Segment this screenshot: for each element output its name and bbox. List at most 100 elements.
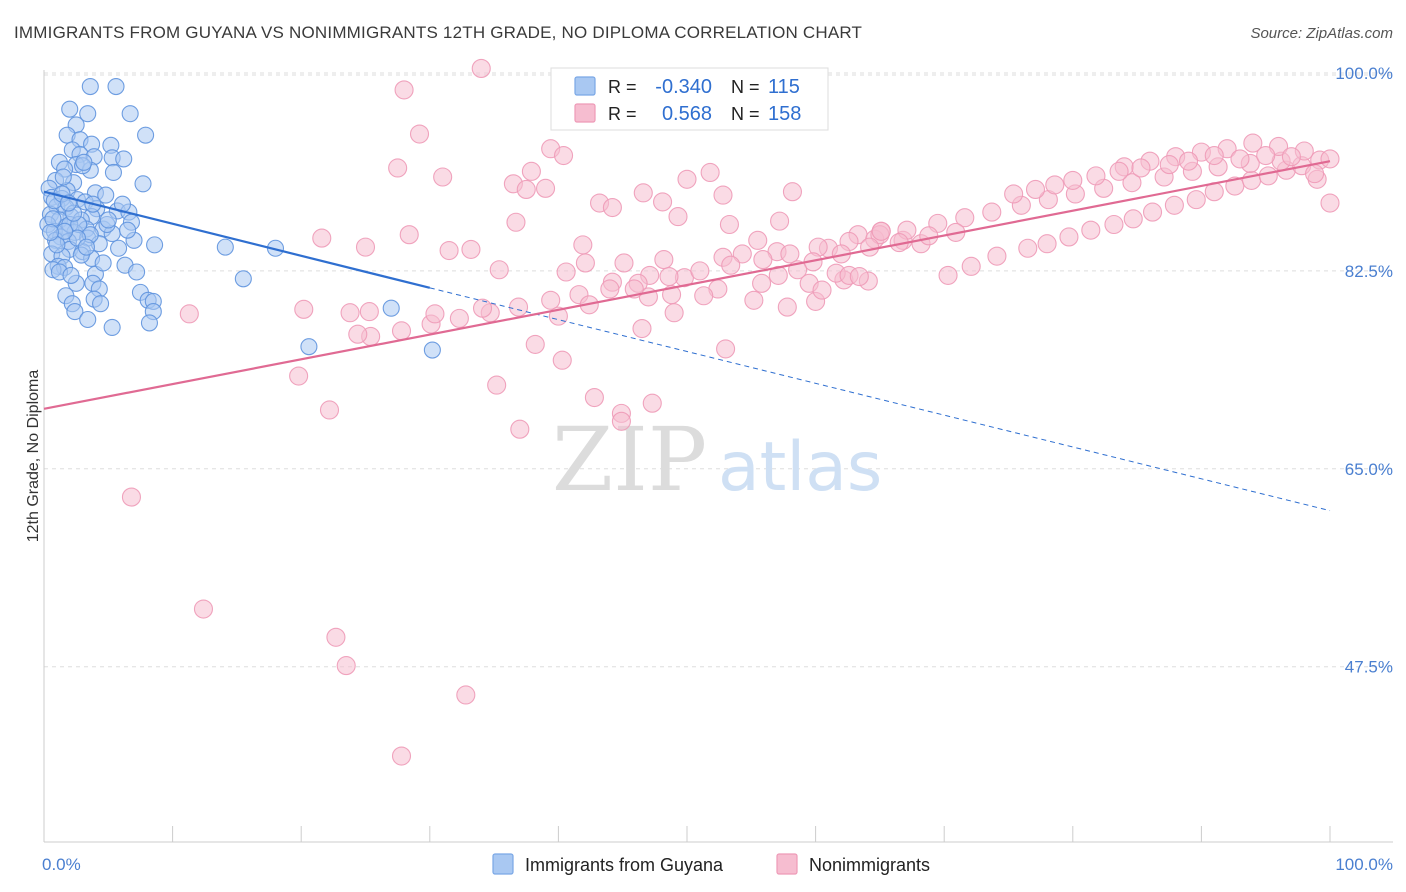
nonimm-point-163 — [642, 393, 662, 413]
nonimm-point-63 — [1186, 190, 1206, 210]
nonimm-point-2 — [409, 124, 430, 144]
nonimm-point-159 — [336, 656, 356, 676]
nonimm-point-92 — [690, 261, 710, 281]
nonimm-point-56 — [1037, 234, 1057, 254]
nonimm-point-123 — [1086, 166, 1106, 186]
guyana-point-85 — [140, 314, 159, 332]
watermark: ZIP atlas — [552, 408, 882, 511]
series-immigrants-from-guyana — [39, 77, 441, 359]
nonimm-point-77 — [1122, 173, 1142, 193]
nonimm-point-144 — [348, 324, 368, 344]
legend-r-label-1: R = — [608, 77, 637, 97]
nonimm-point-97 — [541, 290, 561, 310]
nonimm-point-124 — [1063, 170, 1083, 190]
nonimm-point-127 — [1004, 184, 1024, 204]
nonimm-point-54 — [987, 246, 1007, 266]
nonimm-point-166 — [664, 303, 684, 323]
legend-r-label-2: R = — [608, 104, 637, 124]
guyana-point-113 — [41, 223, 59, 241]
guyana-point-68 — [234, 270, 252, 288]
nonimm-point-116 — [1256, 145, 1276, 166]
nonimm-point-140 — [525, 334, 545, 354]
guyana-point-89 — [97, 186, 115, 204]
nonimm-point-150 — [632, 319, 652, 339]
nonimm-point-52 — [938, 265, 958, 285]
nonimm-point-95 — [600, 279, 620, 299]
guyana-point-81 — [382, 299, 400, 317]
nonimm-point-115 — [1305, 164, 1325, 184]
top-legend-box — [550, 67, 829, 131]
y-tick-label-0: 100.0% — [1335, 64, 1393, 83]
legend-n-value-2: 158 — [768, 103, 801, 125]
nonimm-point-9 — [700, 162, 720, 183]
trend-lines — [43, 160, 1331, 512]
nonimm-point-27 — [439, 240, 459, 261]
nonimm-point-174 — [510, 419, 530, 439]
nonimm-point-24 — [312, 228, 332, 248]
legend-n-value-1: 115 — [768, 76, 800, 98]
nonimm-point-168 — [716, 339, 736, 359]
nonimm-point-55 — [1018, 238, 1038, 258]
guyana-point-2 — [61, 100, 79, 118]
guyana-point-4 — [121, 105, 139, 123]
guyana-point-111 — [56, 222, 74, 240]
nonimm-point-125 — [1045, 175, 1065, 195]
nonimm-point-83 — [955, 208, 975, 228]
nonimm-point-153 — [777, 297, 797, 317]
nonimm-point-21 — [719, 214, 739, 235]
nonimm-point-131 — [860, 237, 880, 257]
nonimm-point-98 — [508, 297, 529, 317]
guyana-point-100 — [75, 153, 93, 171]
nonimm-point-43 — [556, 262, 576, 282]
nonimm-point-148 — [319, 400, 340, 420]
nonimm-point-11 — [535, 178, 556, 198]
nonimm-point-42 — [489, 260, 509, 280]
nonimm-point-126 — [1025, 179, 1046, 200]
nonimm-point-161 — [391, 746, 412, 766]
x-tick-label-max: 100.0% — [1335, 855, 1393, 874]
nonimm-point-53 — [961, 256, 981, 276]
nonimm-point-16 — [782, 182, 803, 202]
nonimm-point-15 — [713, 185, 733, 205]
nonimm-point-39 — [654, 250, 674, 270]
nonimm-point-0 — [471, 58, 491, 78]
nonimm-point-47 — [752, 273, 772, 293]
nonimm-point-14 — [633, 183, 653, 203]
nonimm-point-102 — [391, 321, 412, 341]
nonimm-point-18 — [602, 197, 622, 218]
nonimm-point-20 — [770, 211, 790, 231]
nonimm-point-145 — [340, 303, 360, 323]
guyana-point-83 — [300, 338, 318, 356]
nonimm-point-121 — [1131, 158, 1151, 178]
series-nonimmigrants — [121, 58, 1340, 766]
nonimm-point-165 — [694, 286, 714, 306]
nonimm-point-62 — [1164, 195, 1184, 215]
nonimm-point-67 — [1258, 166, 1278, 186]
legend-n-label-1: N = — [731, 77, 760, 97]
guyana-point-1 — [107, 77, 125, 96]
bottom-legend-swatch-guyana — [492, 853, 514, 875]
trend-line-guyana — [43, 190, 431, 289]
nonimm-point-147 — [289, 366, 309, 386]
y-tick-labels: 100.0% 82.5% 65.0% 47.5% — [1335, 64, 1393, 677]
nonimm-point-118 — [1204, 145, 1224, 166]
nonimm-point-106 — [1243, 133, 1263, 153]
bottom-legend: Immigrants from Guyana Nonimmigrants — [492, 853, 930, 875]
legend-swatch-nonimm — [574, 103, 596, 123]
nonimm-point-57 — [1059, 227, 1079, 247]
legend-r-value-2: 0.568 — [662, 103, 712, 125]
nonimm-point-58 — [1081, 220, 1101, 240]
nonimm-point-158 — [326, 627, 346, 647]
y-axis-label: 12th Grade, No Diploma — [25, 370, 42, 543]
top-legend: R = -0.340 N = 115 R = 0.568 N = 158 — [550, 67, 829, 131]
nonimm-point-143 — [359, 302, 379, 322]
nonimm-point-156 — [121, 487, 141, 507]
nonimm-point-89 — [780, 244, 800, 264]
nonimm-point-120 — [1159, 155, 1179, 175]
nonimm-point-60 — [1123, 209, 1143, 229]
nonimm-point-122 — [1109, 161, 1129, 181]
trend-line-nonimm — [43, 160, 1331, 410]
nonimm-point-59 — [1104, 214, 1124, 235]
x-tick-marks — [43, 826, 1331, 842]
